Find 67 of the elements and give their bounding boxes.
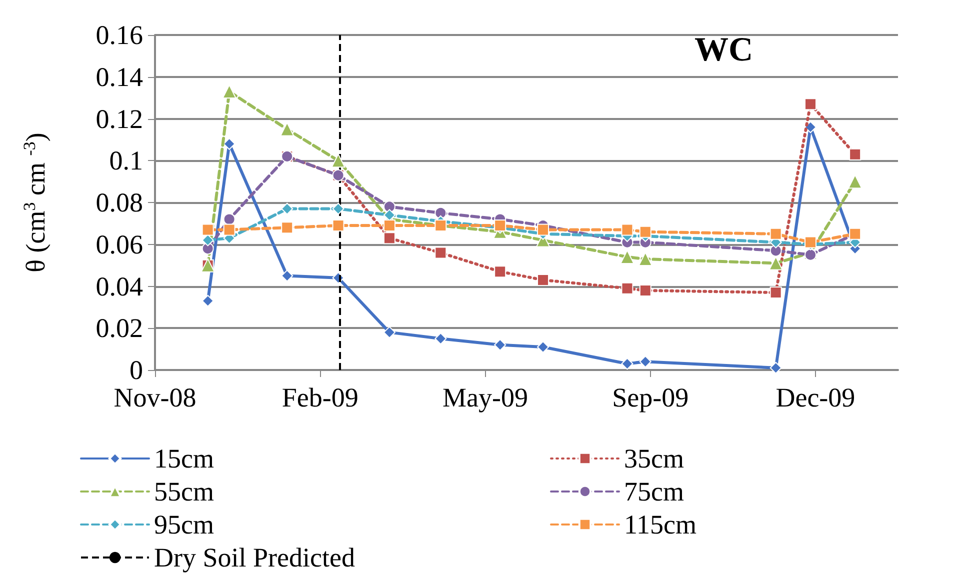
point (804, 98, 816, 110)
y-tick-label: 0.1 (109, 146, 143, 176)
x-tick-label: Dec-09 (776, 382, 856, 412)
point (848, 174, 862, 189)
point (804, 236, 816, 248)
point (281, 202, 294, 215)
legend-label: 95cm (154, 510, 214, 540)
point (202, 234, 214, 246)
x-tick-label: May-09 (442, 382, 528, 412)
point (770, 286, 782, 299)
point (383, 220, 396, 232)
point (223, 213, 236, 226)
legend-label: 115cm (624, 510, 696, 540)
point (621, 358, 634, 370)
x-tick-label: Sep-09 (612, 382, 689, 412)
legend-label: 55cm (154, 476, 214, 506)
point (494, 266, 506, 278)
point (804, 121, 816, 134)
point (222, 84, 236, 99)
point (621, 224, 634, 236)
point (639, 284, 652, 296)
legend-label: 35cm (624, 444, 684, 474)
point (768, 256, 783, 270)
point (620, 250, 634, 264)
legend-label: 15cm (154, 444, 214, 474)
point (537, 274, 550, 286)
point (537, 340, 550, 353)
point (494, 338, 506, 351)
y-axis-title: θ (cm3 cm -3) (20, 132, 50, 272)
point (223, 138, 236, 150)
y-tick-label: 0 (130, 355, 143, 385)
y-tick-label: 0.14 (96, 62, 144, 92)
x-tick-label: Nov-08 (114, 382, 196, 412)
point (434, 246, 447, 259)
y-tick-label: 0.12 (96, 104, 143, 134)
point (202, 224, 214, 236)
point (639, 356, 652, 368)
point (281, 222, 294, 234)
point (770, 228, 782, 240)
x-tick-label: Feb-09 (282, 382, 358, 412)
point (383, 232, 396, 244)
point (639, 226, 652, 238)
point (537, 224, 550, 236)
y-tick-label: 0.04 (96, 271, 144, 302)
point (281, 270, 294, 282)
point (223, 224, 236, 236)
point (621, 282, 634, 294)
legend-label: 75cm (624, 476, 684, 506)
point (849, 148, 862, 160)
point (804, 248, 816, 261)
legend-label: Dry Soil Predicted (154, 542, 356, 572)
point (383, 200, 396, 213)
point (331, 154, 346, 168)
y-tick-label: 0.06 (96, 229, 143, 260)
y-tick-label: 0.02 (96, 313, 143, 344)
y-tick-label: 0.08 (96, 188, 143, 218)
point (332, 202, 344, 215)
y-tick-label: 0.16 (96, 20, 143, 50)
chart-title: WC (694, 32, 754, 68)
point (434, 206, 447, 219)
point (383, 326, 396, 338)
point (332, 220, 344, 232)
point (638, 252, 652, 266)
point (202, 294, 214, 307)
point (280, 122, 294, 136)
point (770, 362, 782, 374)
point (434, 332, 447, 345)
